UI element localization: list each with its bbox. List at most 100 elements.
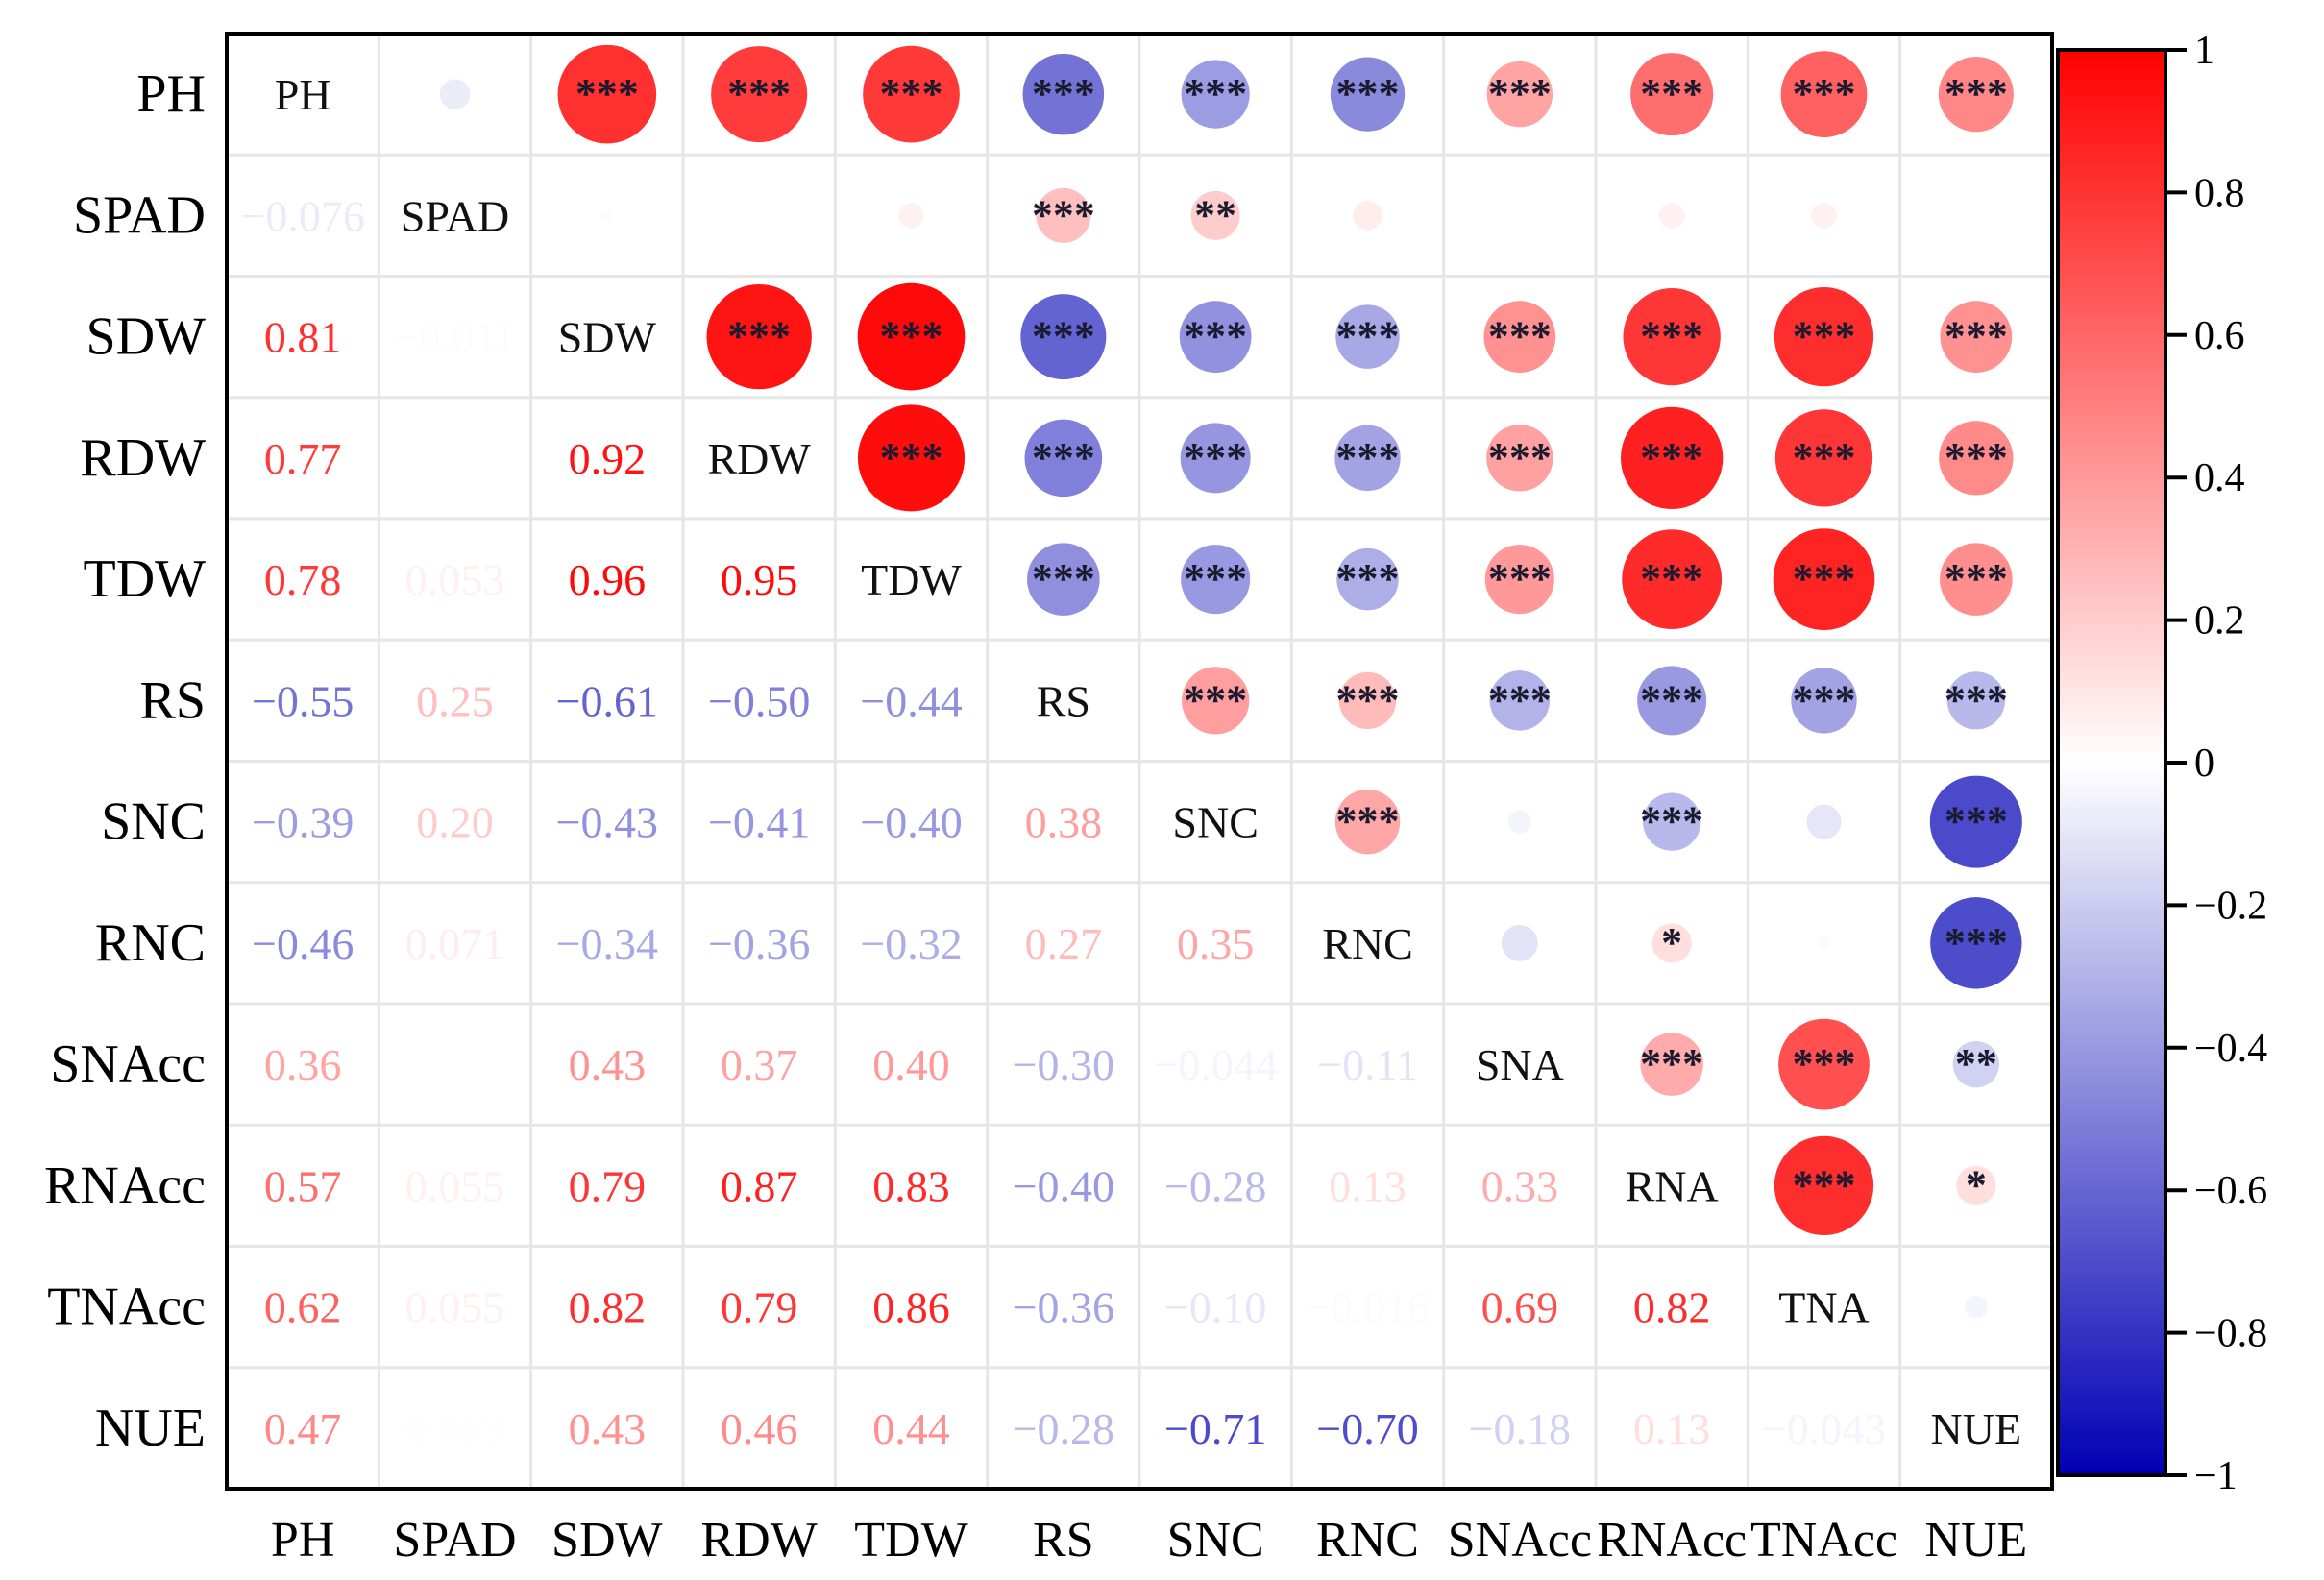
correlation-value: 0.77 <box>264 434 342 483</box>
correlation-circle <box>1623 287 1721 386</box>
significance-stars: *** <box>1793 1040 1856 1087</box>
colorbar-tick-label: −0.6 <box>2194 1169 2267 1213</box>
correlation-value: −0.10 <box>1164 1283 1266 1332</box>
significance-stars: *** <box>1032 555 1095 602</box>
correlation-circle <box>1640 1033 1703 1096</box>
correlation-value: 0.62 <box>264 1283 342 1332</box>
x-tick-label: SPAD <box>393 1513 516 1568</box>
correlation-circle <box>1182 667 1250 735</box>
correlation-circle <box>1335 304 1400 369</box>
correlation-value: −0.34 <box>556 919 658 968</box>
correlation-value: −0.18 <box>1469 1404 1571 1453</box>
correlation-value: 0.87 <box>721 1161 798 1210</box>
correlation-circle <box>600 209 613 222</box>
correlation-circle <box>1811 203 1837 229</box>
correlation-circle <box>1181 545 1251 615</box>
correlation-value: 0.27 <box>1025 919 1103 968</box>
colorbar-tick-label: −0.2 <box>2194 884 2267 928</box>
correlation-circle <box>1027 543 1100 616</box>
correlation-circle <box>1780 51 1868 138</box>
x-tick-label: RS <box>1033 1513 1094 1568</box>
correlation-circle <box>1952 1040 2000 1088</box>
significance-stars: *** <box>1184 313 1247 360</box>
diagonal-label: RNC <box>1322 919 1413 968</box>
colorbar-tick-label: −1 <box>2194 1454 2238 1498</box>
correlation-value: 0.071 <box>405 919 505 968</box>
significance-stars: *** <box>1945 313 2008 360</box>
correlation-value: −0.043 <box>1762 1404 1886 1453</box>
correlation-value: 0.40 <box>872 1040 950 1089</box>
correlation-value: −0.32 <box>860 919 962 968</box>
x-tick-label: RNAcc <box>1597 1513 1747 1568</box>
correlation-value: 0.43 <box>569 1404 647 1453</box>
diagonal-label: RDW <box>708 434 812 483</box>
significance-stars: *** <box>1793 313 1856 360</box>
correlation-value: −0.044 <box>1153 1040 1277 1089</box>
correlation-value: 0.79 <box>721 1283 798 1332</box>
correlation-circle <box>706 283 812 390</box>
correlation-circle <box>1336 547 1399 611</box>
significance-stars: *** <box>1488 555 1552 602</box>
diagonal-label: SNA <box>1476 1040 1564 1089</box>
correlation-circle <box>857 404 966 512</box>
significance-stars: ** <box>1194 191 1236 238</box>
significance-stars: *** <box>1945 676 2008 723</box>
correlation-circle <box>1486 425 1553 492</box>
correlation-value: −0.41 <box>708 798 810 847</box>
y-tick-label: RS <box>140 670 207 730</box>
colorbar-ticks: 1 0.8 0.6 0.4 0.2 0 −0.2 −0.4 −0.6 −0.8 −1 <box>2165 29 2267 1498</box>
colorbar-tick-label: 0.2 <box>2194 599 2245 644</box>
significance-stars: *** <box>1488 676 1552 723</box>
colorbar-tick-label: 0 <box>2194 741 2214 786</box>
diagonal-label: SNC <box>1172 798 1258 847</box>
correlation-circle <box>1774 287 1874 387</box>
correlation-circle <box>1938 57 2014 133</box>
x-tick-label: SDW <box>551 1513 663 1568</box>
x-tick-label: SNC <box>1167 1513 1264 1568</box>
correlation-value: −0.36 <box>1013 1283 1114 1332</box>
correlation-value: −0.44 <box>860 676 962 725</box>
correlation-value: −0.61 <box>556 676 658 725</box>
correlation-circle <box>1940 301 2013 374</box>
colorbar: 1 0.8 0.6 0.4 0.2 0 −0.2 −0.4 −0.6 −0.8 −1 <box>2056 29 2267 1498</box>
significance-stars: *** <box>1336 798 1400 845</box>
correlation-circle <box>1501 924 1538 961</box>
significance-stars: *** <box>1032 434 1095 481</box>
correlation-value: 0.44 <box>872 1404 950 1453</box>
y-tick-label: SPAD <box>73 185 206 245</box>
correlation-value: −0.30 <box>1013 1040 1114 1089</box>
correlation-value: −0.39 <box>252 798 354 847</box>
correlation-value: 0.86 <box>872 1283 950 1332</box>
correlation-value: 0.78 <box>264 555 342 604</box>
colorbar-tick-label: 0.6 <box>2194 314 2245 358</box>
correlation-circle <box>1658 203 1685 229</box>
significance-stars: *** <box>1945 434 2008 481</box>
correlation-circle <box>1483 301 1556 374</box>
significance-stars: *** <box>1184 434 1247 481</box>
x-tick-label: RDW <box>701 1513 818 1568</box>
significance-stars: *** <box>1336 434 1400 481</box>
diagonal-label: SPAD <box>401 191 509 240</box>
correlation-value: 0.003 <box>405 1404 505 1453</box>
correlation-value: 0.96 <box>569 555 647 604</box>
y-tick-label: TNAcc <box>47 1277 206 1337</box>
correlation-value: 0.81 <box>264 313 342 362</box>
significance-stars: *** <box>1032 191 1095 238</box>
correlation-value: 0.92 <box>569 434 647 483</box>
correlation-circle <box>1190 190 1240 240</box>
significance-stars: *** <box>1793 1161 1856 1208</box>
correlation-value: 0.25 <box>416 676 494 725</box>
significance-stars: *** <box>1640 1040 1703 1087</box>
x-tick-label: RNC <box>1316 1513 1419 1568</box>
correlation-circle <box>863 45 960 143</box>
correlation-value: 0.95 <box>721 555 798 604</box>
correlation-circle <box>1778 1018 1870 1110</box>
significance-stars: *** <box>1793 555 1856 602</box>
correlation-circle <box>898 203 924 229</box>
correlation-value: 0.33 <box>1481 1161 1559 1210</box>
correlation-circle <box>1334 789 1401 855</box>
significance-stars: *** <box>1793 70 1856 117</box>
correlation-circle <box>439 79 471 109</box>
correlation-value: 0.83 <box>872 1161 950 1210</box>
significance-stars: *** <box>1945 798 2008 845</box>
